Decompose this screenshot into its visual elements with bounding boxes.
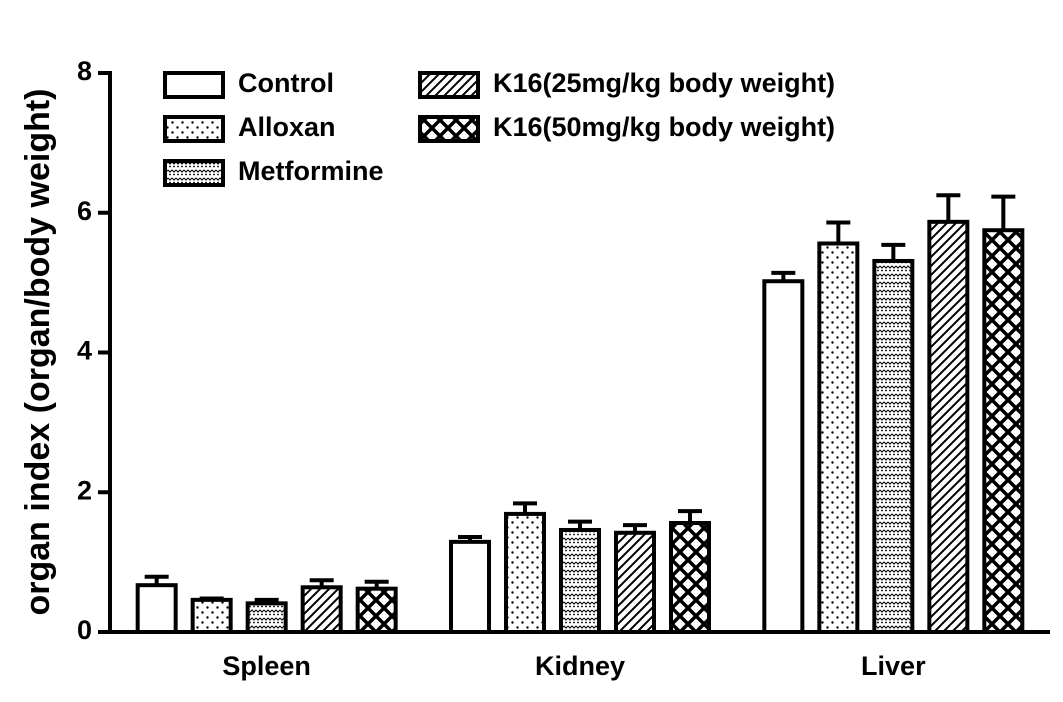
bar [504,511,546,635]
y-axis-label: organ index (organ/body weight) [19,89,57,616]
legend-label: K16(25mg/kg body weight) [493,68,835,98]
bar [982,228,1025,634]
y-tick-label: 2 [77,475,92,505]
x-tick-label: Liver [861,651,926,681]
legend-swatch [163,71,225,99]
legend-swatch [163,159,225,187]
x-tick-label: Kidney [535,651,625,681]
legend-swatch [418,115,480,143]
legend-swatch [163,115,225,143]
bar [300,585,343,635]
y-tick-label: 4 [77,336,92,366]
legend-label: Control [238,68,334,98]
bar [669,520,711,634]
bar [817,241,860,634]
y-tick-label: 6 [77,196,92,226]
y-tick-label: 8 [77,56,92,86]
bar [762,279,805,634]
legend-label: Metformine [238,156,384,186]
bar [614,530,656,635]
legend-label: Alloxan [238,112,336,142]
bar [355,586,398,634]
bar [190,597,233,634]
legend-label: K16(50mg/kg body weight) [493,112,835,142]
bar [559,527,601,634]
bar [872,258,915,634]
bar [135,583,178,635]
bar [927,219,970,635]
bar [245,601,288,635]
x-tick-label: Spleen [222,651,311,681]
legend-swatch [418,71,480,99]
y-tick-label: 0 [77,615,92,645]
bar [449,539,491,635]
